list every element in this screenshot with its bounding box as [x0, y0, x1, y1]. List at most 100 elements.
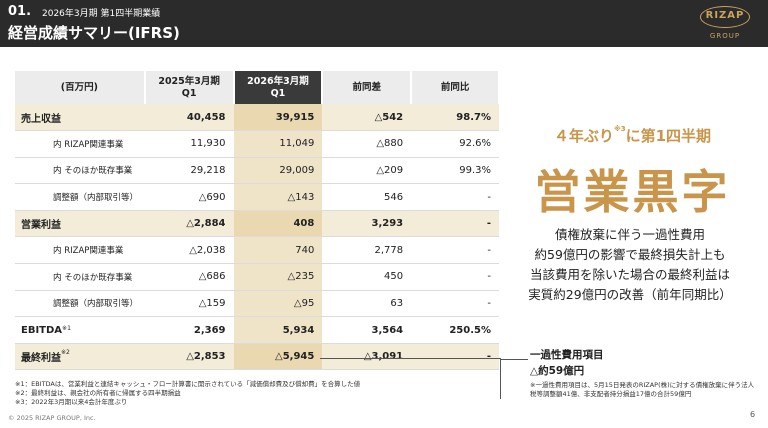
page-title: 経営成績サマリー(IFRS) [8, 24, 180, 42]
cell-prev-year: 2,369 [144, 316, 234, 344]
table-row: 内 RIZAP関連事業 △2,038 740 2,778- [15, 236, 499, 265]
row-label: 調整額（内部取引等） [15, 290, 145, 318]
cell-prev-year: △690 [144, 183, 234, 211]
cell-current-year: △5,945 [233, 343, 323, 371]
table-row: 内 そのほか既存事業 29,218 29,009 △209 99.3% [15, 157, 499, 185]
header-unit: (百万円) [15, 71, 146, 104]
header-current-year: 2026年3月期 Q1 [233, 71, 324, 104]
row-note: ※1 [62, 324, 71, 332]
one-time-cost-callout: 一過性費用項目 △約59億円 ※一過性費用項目は、5月15日発表のRIZAP(株… [530, 347, 755, 399]
row-label: 内 RIZAP関連事業 [15, 130, 145, 158]
row-label: 内 そのほか既存事業 [15, 157, 145, 185]
cell-diff: 3,293 [322, 210, 412, 238]
logo-ring-icon [700, 6, 750, 28]
cell-current-year: 408 [233, 210, 323, 238]
cell-prev-year: 40,458 [144, 104, 234, 132]
row-label-text: 内 RIZAP関連事業 [53, 139, 124, 150]
row-label-text: 調整額（内部取引等） [53, 299, 139, 310]
cell-ratio: 250.5% [411, 316, 499, 344]
cell-current-year: 39,915 [233, 104, 323, 132]
cell-current-year: △235 [233, 263, 323, 291]
callout-vertical-line [500, 359, 501, 399]
header-subtitle: 2026年3月期 第1四半期業績 [42, 9, 161, 19]
table-row: 内 RIZAP関連事業 11,930 11,049 △880 92.6% [15, 130, 499, 158]
cell-prev-year: △2,884 [144, 210, 234, 238]
row-label-text: 売上収益 [21, 113, 61, 125]
cell-diff: △880 [322, 130, 412, 158]
cell-diff: 450 [322, 263, 412, 291]
cell-diff: 63 [322, 290, 412, 318]
cell-ratio: 99.3% [411, 157, 499, 185]
performance-table: (百万円) 2025年3月期 Q1 2026年3月期 Q1 前同差 前同比 売上… [15, 71, 500, 371]
table-row: 内 そのほか既存事業 △686 △235 450- [15, 263, 499, 291]
cell-current-year: 29,009 [233, 157, 323, 185]
row-label-text: 営業利益 [21, 220, 61, 232]
row-label-text: 内 そのほか既存事業 [53, 166, 133, 177]
table-row: 調整額（内部取引等） △159 △95 63- [15, 290, 499, 318]
footnote-2: ※2：最終利益は、親会社の所有者に帰属する四半期損益 [15, 389, 181, 397]
cell-current-year: △95 [233, 290, 323, 318]
cell-ratio: - [411, 343, 499, 371]
explain-line-1: 債権放棄に伴う一過性費用 [554, 227, 705, 242]
table-row: 調整額（内部取引等） △690 △143 546- [15, 183, 499, 211]
callout-horizontal-line [500, 359, 528, 360]
row-label-text: 内 RIZAP関連事業 [53, 246, 124, 257]
cell-ratio: - [411, 210, 499, 238]
cell-diff: △542 [322, 104, 412, 132]
row-label-text: EBITDA [21, 324, 63, 336]
cell-diff: 546 [322, 183, 412, 211]
cell-current-year: 11,049 [233, 130, 323, 158]
callout-value: △約59億円 [530, 365, 585, 377]
years-suffix: に第1四半期 [625, 127, 712, 145]
row-label-text: 内 そのほか既存事業 [53, 272, 133, 283]
row-note: ※2 [61, 349, 70, 357]
logo-text: RIZAP [705, 10, 745, 21]
cell-ratio: - [411, 263, 499, 291]
row-label-text: 最終利益 [21, 353, 61, 365]
page-number: 6 [750, 410, 756, 419]
cell-prev-year: 11,930 [144, 130, 234, 158]
header-ratio: 前同比 [411, 71, 500, 104]
cell-prev-year: △2,038 [144, 236, 234, 265]
years-text: ４年ぶり [553, 127, 614, 145]
cell-prev-year: △2,853 [144, 343, 234, 371]
cell-current-year: 740 [233, 236, 323, 265]
footnote-1: ※1：EBITDAは、営業利益と連結キャッシュ・フロー計算書に開示されている「減… [15, 380, 361, 388]
row-label: 売上収益 [15, 104, 145, 132]
footnote-3: ※3：2022年3月期以来4会計年度ぶり [15, 398, 128, 406]
row-label: EBITDA※1 [15, 316, 145, 344]
cell-diff: 3,564 [322, 316, 412, 344]
cell-prev-year: △686 [144, 263, 234, 291]
cell-current-year: 5,934 [233, 316, 323, 344]
header-prev-year: 2025年3月期 Q1 [144, 71, 235, 104]
explanation-text: 債権放棄に伴う一過性費用 約59億円の影響で最終損失計上も 当該費用を除いた場合… [505, 225, 755, 305]
cell-ratio: - [411, 183, 499, 211]
years-headline: ４年ぶり※3に第1四半期 [525, 125, 740, 146]
callout-leader-line [320, 358, 501, 359]
footnotes: ※1：EBITDAは、営業利益と連結キャッシュ・フロー計算書に開示されている「減… [15, 380, 360, 407]
cell-current-year: △143 [233, 183, 323, 211]
section-number: 01. [8, 4, 32, 19]
cell-diff: △209 [322, 157, 412, 185]
table-row: 最終利益※2 △2,853 △5,945 △3,091- [15, 343, 499, 371]
cell-ratio: 92.6% [411, 130, 499, 158]
header-bar: 01. 2026年3月期 第1四半期業績 経営成績サマリー(IFRS) RIZA… [0, 0, 768, 47]
rizap-logo: RIZAP GROUP [690, 4, 760, 44]
operating-profit-headline: 営業黒字 [534, 165, 731, 219]
copyright: © 2025 RIZAP GROUP, Inc. [8, 414, 96, 422]
row-label: 最終利益※2 [15, 343, 145, 371]
table-header-row: (百万円) 2025年3月期 Q1 2026年3月期 Q1 前同差 前同比 [15, 71, 500, 104]
callout-note: ※一過性費用項目は、5月15日発表のRIZAP(株)に対する債権放棄に伴う法人税… [530, 381, 755, 398]
cell-ratio: 98.7% [411, 104, 499, 132]
cell-diff: 2,778 [322, 236, 412, 265]
row-label: 内 そのほか既存事業 [15, 263, 145, 291]
cell-prev-year: △159 [144, 290, 234, 318]
years-note: ※3 [613, 125, 626, 133]
row-label-text: 調整額（内部取引等） [53, 193, 139, 204]
explain-line-4: 実質約29億円の改善（前年同期比） [528, 287, 732, 302]
explain-line-2: 約59億円の影響で最終損失計上も [534, 247, 726, 262]
cell-diff: △3,091 [322, 343, 412, 371]
row-label: 営業利益 [15, 210, 145, 238]
row-label: 調整額（内部取引等） [15, 183, 145, 211]
row-label: 内 RIZAP関連事業 [15, 236, 145, 265]
